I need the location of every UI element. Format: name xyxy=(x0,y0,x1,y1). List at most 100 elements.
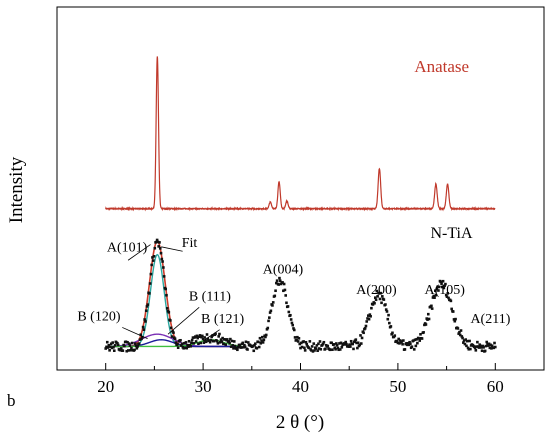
data-point xyxy=(149,272,153,276)
data-point xyxy=(158,247,162,250)
data-point xyxy=(225,338,229,341)
data-point xyxy=(125,349,129,353)
data-point xyxy=(315,344,319,347)
data-point xyxy=(487,342,491,346)
data-point xyxy=(221,336,224,340)
data-point xyxy=(126,340,129,344)
data-point xyxy=(105,340,109,344)
data-point xyxy=(160,257,164,261)
data-point xyxy=(119,347,123,350)
data-point xyxy=(150,263,153,267)
data-point xyxy=(464,338,467,341)
data-point xyxy=(208,339,211,343)
data-point xyxy=(201,334,204,338)
data-point xyxy=(430,304,433,308)
data-point xyxy=(187,339,191,343)
data-point xyxy=(458,330,461,334)
data-point xyxy=(479,346,483,349)
annotations: Anatase N-TiA A(101) Fit B (120) B (111) B (12… xyxy=(77,57,511,342)
data-point xyxy=(417,337,421,340)
data-point xyxy=(351,342,355,346)
data-point xyxy=(277,283,280,286)
data-point xyxy=(493,341,496,345)
data-point xyxy=(119,348,122,352)
data-point xyxy=(159,251,163,255)
data-point xyxy=(151,259,155,262)
data-point xyxy=(230,339,234,343)
data-point xyxy=(172,331,175,334)
data-point xyxy=(380,301,383,305)
data-point xyxy=(483,349,487,353)
data-point xyxy=(183,346,187,350)
data-point xyxy=(332,343,336,346)
data-point xyxy=(110,346,114,350)
data-point xyxy=(384,308,388,311)
data-point xyxy=(227,340,231,343)
data-point xyxy=(152,255,156,258)
data-point xyxy=(413,338,417,342)
data-point xyxy=(283,288,287,292)
data-point xyxy=(333,346,337,350)
data-point xyxy=(236,348,239,352)
data-point xyxy=(400,340,404,343)
data-point xyxy=(165,307,169,310)
data-point xyxy=(443,284,446,287)
data-point xyxy=(290,321,294,325)
annotation-label: A(211) xyxy=(470,312,510,327)
data-point xyxy=(476,340,479,344)
data-point xyxy=(453,319,457,323)
annotation-label: Anatase xyxy=(414,57,469,76)
data-point xyxy=(479,344,482,348)
data-point xyxy=(127,349,130,352)
data-point xyxy=(338,348,342,351)
data-point xyxy=(386,317,390,321)
data-point xyxy=(452,318,456,321)
data-point xyxy=(403,348,407,351)
data-point xyxy=(261,335,264,339)
data-point xyxy=(214,332,217,336)
data-point xyxy=(363,327,367,330)
data-point xyxy=(442,286,446,290)
data-point xyxy=(345,342,348,346)
data-point xyxy=(222,342,225,346)
data-point xyxy=(179,338,182,342)
annotation-label: Fit xyxy=(182,236,198,251)
data-point xyxy=(239,346,243,349)
data-point xyxy=(444,293,448,297)
data-point xyxy=(371,303,375,306)
data-point xyxy=(358,343,362,347)
data-point xyxy=(208,340,212,344)
data-point xyxy=(285,301,288,305)
data-point xyxy=(489,343,492,347)
data-point xyxy=(112,345,115,349)
data-point xyxy=(219,338,223,341)
data-point xyxy=(238,343,242,347)
data-point xyxy=(151,256,154,259)
data-point xyxy=(124,340,128,344)
data-point xyxy=(490,347,493,350)
data-point xyxy=(465,344,468,348)
data-point xyxy=(268,316,271,319)
data-point xyxy=(360,336,364,340)
data-point xyxy=(433,296,436,299)
data-point xyxy=(322,340,326,344)
data-point xyxy=(331,348,334,351)
data-point xyxy=(189,345,192,348)
figure-letter: b xyxy=(7,391,16,410)
data-point xyxy=(430,307,434,310)
data-point xyxy=(405,342,408,345)
data-point xyxy=(205,333,209,336)
data-point xyxy=(427,317,431,321)
data-point xyxy=(254,342,257,346)
data-point xyxy=(141,325,145,329)
data-point xyxy=(187,345,190,348)
data-point xyxy=(374,298,378,302)
data-point xyxy=(445,295,449,298)
data-point xyxy=(140,337,143,341)
data-point xyxy=(444,282,447,286)
data-point xyxy=(183,341,186,345)
data-point xyxy=(482,346,485,349)
data-point xyxy=(259,341,263,345)
data-point xyxy=(410,345,414,349)
